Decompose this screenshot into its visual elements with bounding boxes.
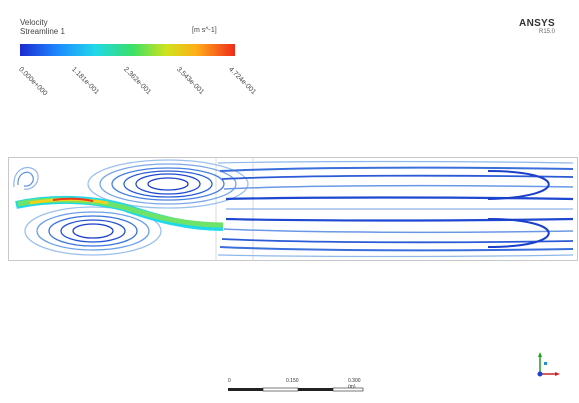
lower-vortex-core bbox=[84, 227, 98, 233]
legend-tick-4: 4.724e-001 bbox=[227, 66, 258, 96]
legend-title-object: Streamline 1 bbox=[20, 27, 65, 36]
color-legend: Velocity Streamline 1 [m s^-1] bbox=[20, 18, 250, 36]
axis-triad-icon bbox=[537, 352, 560, 377]
legend-colorbar bbox=[20, 44, 235, 56]
brand-name: ANSYS bbox=[519, 18, 555, 29]
scale-bar: 0 0.150 0.300 (m) bbox=[228, 378, 368, 396]
scale-bar-graphic bbox=[228, 387, 364, 392]
inlet-swirl bbox=[13, 166, 39, 190]
brand-version: R15.0 bbox=[538, 29, 555, 35]
legend-tick-2: 2.362e-001 bbox=[122, 66, 153, 96]
scale-label-2: 0.300 (m) bbox=[348, 378, 361, 390]
legend-title-variable: Velocity bbox=[20, 18, 48, 27]
upper-vortex bbox=[87, 159, 249, 209]
downstream-streamlines bbox=[217, 160, 574, 258]
legend-unit: [m s^-1] bbox=[192, 27, 217, 34]
scale-label-0: 0 bbox=[228, 378, 231, 384]
domain-border bbox=[8, 157, 578, 261]
upper-vortex-core bbox=[165, 183, 177, 189]
legend-tick-0: 0.000e+000 bbox=[17, 66, 49, 98]
ansys-logo: ANSYS R15.0 bbox=[519, 18, 555, 35]
jet bbox=[15, 195, 224, 231]
legend-tick-1: 1.181e-001 bbox=[70, 66, 101, 96]
outlet-loops bbox=[487, 170, 550, 248]
scale-label-1: 0.150 bbox=[286, 378, 299, 384]
lower-vortex bbox=[24, 206, 162, 256]
legend-tick-3: 3.543e-001 bbox=[175, 66, 206, 96]
streamline-domain bbox=[8, 157, 578, 261]
